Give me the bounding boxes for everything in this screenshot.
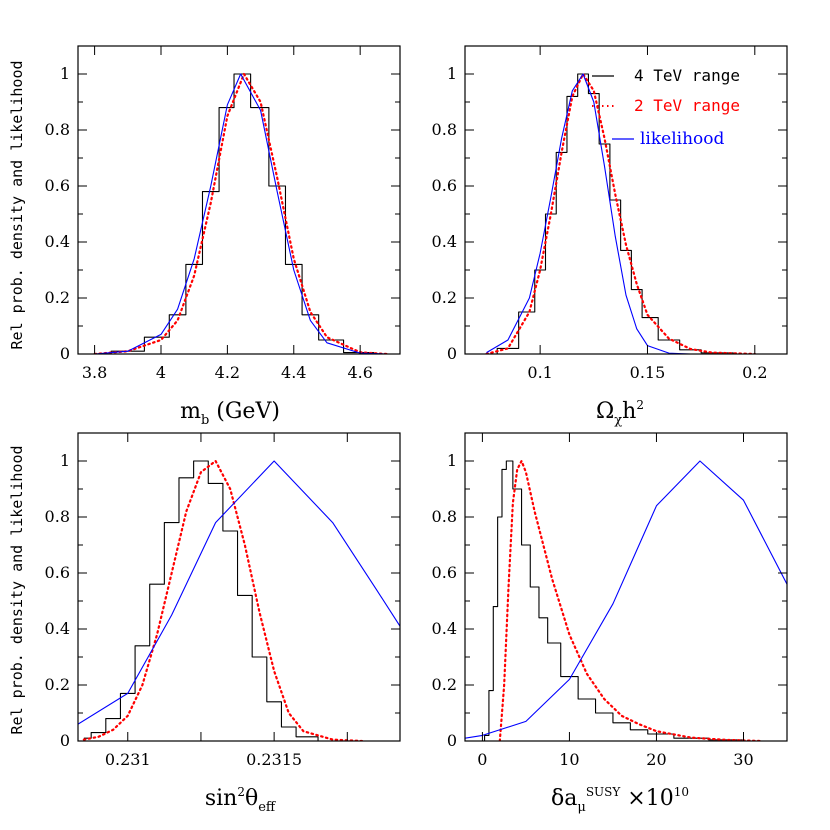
- series-line-4-tev-range: [94, 73, 387, 354]
- y-tick-label: 0.2: [45, 675, 70, 694]
- x-tick-label: 4.2: [215, 363, 240, 382]
- y-tick-label: 1: [447, 451, 457, 470]
- x-axis-label: sin2θeff: [205, 785, 277, 815]
- y-tick-label: 0.8: [45, 507, 70, 526]
- legend-label-4tev: 4 TeV range: [634, 66, 740, 85]
- x-tick-label: 30: [733, 750, 753, 769]
- y-tick-label: 1: [60, 451, 70, 470]
- series-line-likelihood: [78, 460, 400, 725]
- y-tick-label: 0: [447, 731, 457, 750]
- x-tick-label: 0.2: [742, 363, 767, 382]
- series-line-likelihood: [94, 73, 387, 354]
- plot-frame: [464, 432, 788, 742]
- legend-label-2tev: 2 TeV range: [634, 96, 740, 115]
- y-tick-label: 0.8: [432, 120, 457, 139]
- y-tick-label: 0: [447, 344, 457, 363]
- y-tick-label: 0: [60, 731, 70, 750]
- y-axis-label-bottom: Rel prob. density and likelihood: [8, 446, 26, 735]
- x-tick-label: 20: [646, 750, 666, 769]
- x-tick-label: 3.8: [82, 363, 107, 382]
- panel-sin2theta: 0 0.2 0.4 0.6 0.8 1 0.231 0.2315 sin2θeff: [45, 432, 401, 815]
- y-axis-label-top: Rel prob. density and likelihood: [8, 61, 26, 350]
- x-tick-label: 0.1: [527, 363, 552, 382]
- y-tick-label: 0.4: [432, 232, 457, 251]
- series-line-likelihood: [486, 73, 691, 354]
- x-axis-label: Ωχh2: [596, 398, 644, 428]
- series-line-2-tev-range: [82, 459, 364, 741]
- y-tick-label: 0.4: [45, 232, 70, 251]
- plot-frame: [77, 432, 401, 742]
- x-tick-label: 0.231: [105, 750, 151, 769]
- x-tick-label: 0: [477, 750, 487, 769]
- legend-label-likelihood: likelihood: [640, 129, 725, 149]
- y-tick-label: 1: [60, 64, 70, 83]
- x-tick-label: 4.6: [347, 363, 372, 382]
- plot-frame: [464, 45, 788, 355]
- x-axis-label: δaμSUSY ×1010: [551, 785, 689, 815]
- panel-omega: 0 0.2 0.4 0.6 0.8 1 0.1 0.15 0.2 Ωχh2: [432, 45, 788, 428]
- y-tick-label: 0.6: [432, 563, 457, 582]
- series-line-2-tev-range: [93, 72, 388, 354]
- y-tick-label: 0.6: [45, 176, 70, 195]
- x-tick-label: 10: [559, 750, 579, 769]
- x-tick-label: 0.2315: [246, 750, 302, 769]
- panel-mb: 0 0.2 0.4 0.6 0.8 1 3.8 4 4.2 4.4 4.6 mb (GeV): [45, 45, 401, 428]
- y-tick-label: 0: [60, 344, 70, 363]
- y-tick-label: 0.6: [45, 563, 70, 582]
- series-line-4-tev-range: [83, 460, 333, 741]
- series-line-4-tev-range: [486, 73, 755, 354]
- x-axis-label: mb (GeV): [180, 399, 280, 428]
- y-tick-label: 0.4: [432, 619, 457, 638]
- plot-frame: [77, 45, 401, 355]
- series-line-2-tev-range: [485, 72, 756, 354]
- x-tick-label: 4.4: [281, 363, 306, 382]
- y-tick-label: 0.8: [432, 507, 457, 526]
- y-tick-label: 0.2: [45, 288, 70, 307]
- x-tick-label: 0.15: [630, 363, 666, 382]
- y-tick-label: 0.4: [45, 619, 70, 638]
- y-tick-label: 1: [447, 64, 457, 83]
- y-tick-label: 0.2: [432, 675, 457, 694]
- x-tick-label: 4: [156, 363, 166, 382]
- series-line-likelihood: [465, 460, 787, 739]
- series-line-4-tev-range: [482, 460, 761, 741]
- y-tick-label: 0.8: [45, 120, 70, 139]
- y-tick-label: 0.2: [432, 288, 457, 307]
- legend: 4 TeV range 2 TeV range likelihood: [592, 66, 740, 149]
- y-tick-label: 0.6: [432, 176, 457, 195]
